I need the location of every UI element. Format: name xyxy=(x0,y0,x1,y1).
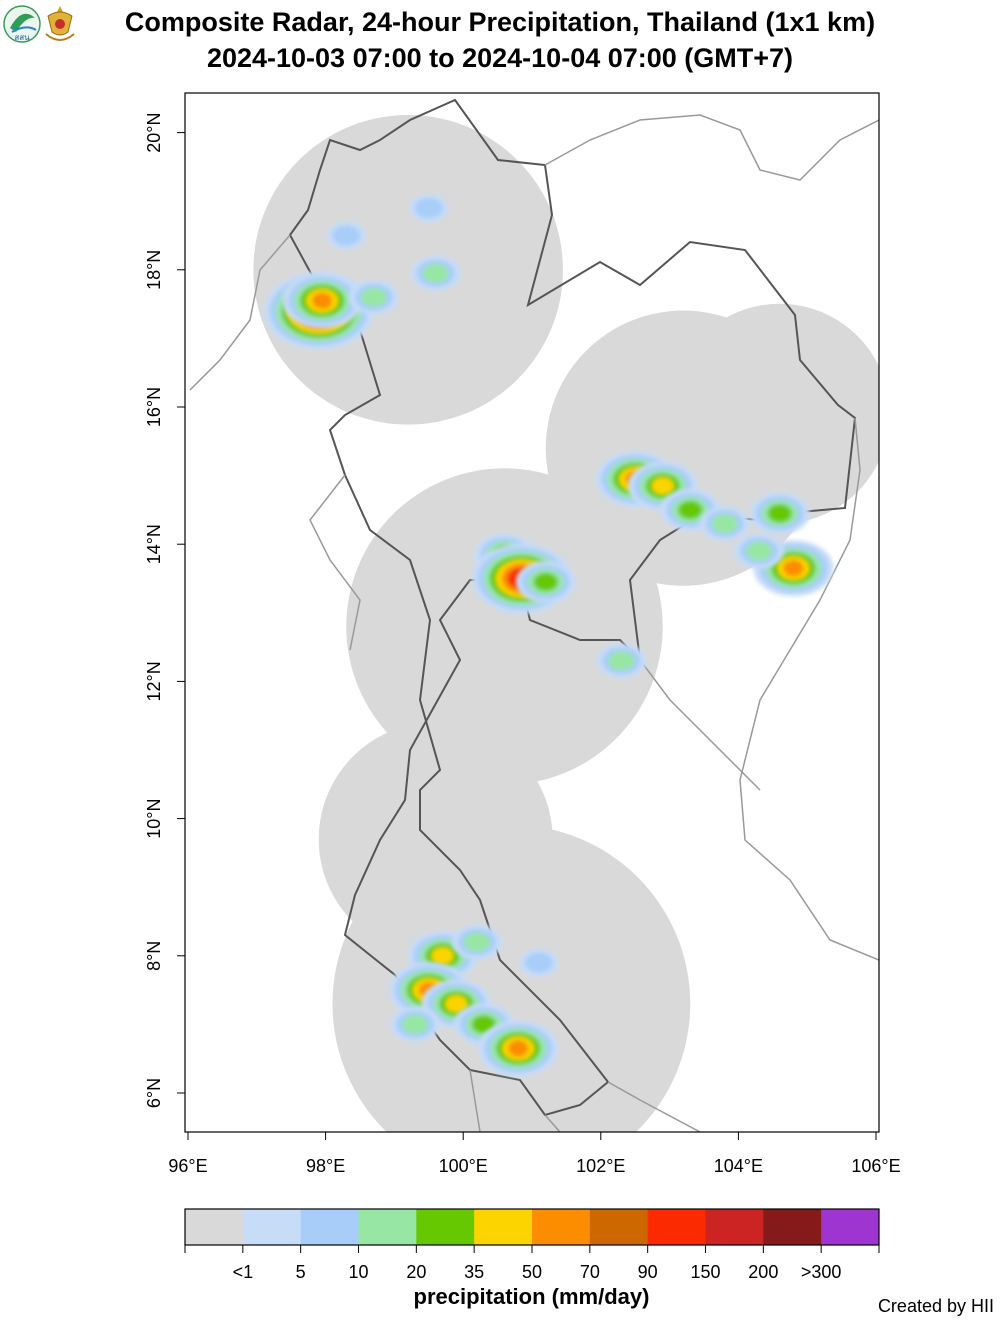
rain-patch-15 xyxy=(515,560,576,603)
y-tick-label: 14°N xyxy=(144,524,164,564)
colorbar-swatch xyxy=(763,1209,822,1245)
radar-coverage-layer xyxy=(253,114,879,1132)
chart-title: Composite Radar, 24-hour Precipitation, … xyxy=(0,4,1000,76)
colorbar-swatch xyxy=(185,1209,244,1245)
cambodia-coast xyxy=(639,659,761,791)
rain-patch-9 xyxy=(699,506,750,542)
colorbar-swatch xyxy=(589,1209,649,1245)
credit-text: Created by HII xyxy=(877,1296,994,1316)
colorbar-swatch xyxy=(647,1209,706,1245)
rain-patch-24 xyxy=(518,948,559,977)
malaysia-border xyxy=(469,1069,701,1132)
colorbar-label: 20 xyxy=(406,1262,426,1282)
colorbar-label: 50 xyxy=(522,1262,542,1282)
title-line-1: Composite Radar, 24-hour Precipitation, … xyxy=(124,7,876,37)
radar-coverage-2 xyxy=(669,303,879,524)
colorbar-swatch xyxy=(474,1209,533,1245)
rain-patch-4 xyxy=(326,221,367,250)
x-tick-label: 98°E xyxy=(306,1156,345,1176)
rain-patch-22 xyxy=(390,1006,441,1042)
rain-patch-16 xyxy=(596,643,647,679)
rain-patch-3 xyxy=(410,255,461,291)
x-tick-label: 96°E xyxy=(168,1156,207,1176)
y-tick-label: 18°N xyxy=(144,250,164,290)
colorbar-label: 90 xyxy=(638,1262,658,1282)
colorbar-label: 5 xyxy=(296,1262,306,1282)
plot-frame xyxy=(184,92,880,1133)
rain-patch-10 xyxy=(749,492,810,535)
x-tick-label: 100°E xyxy=(439,1156,488,1176)
x-tick-label: 104°E xyxy=(714,1156,763,1176)
x-tick-label: 102°E xyxy=(576,1156,625,1176)
x-tick-label: 106°E xyxy=(851,1156,900,1176)
rain-patch-1 xyxy=(282,272,363,329)
colorbar-label: 70 xyxy=(580,1262,600,1282)
colorbar: <1 5 10 20 35 50 70 90 150 200 >300 xyxy=(184,1208,880,1282)
y-axis: 6°N 8°N 10°N 12°N 14°N 16°N 18°N 20°N xyxy=(144,112,185,1108)
y-tick-label: 10°N xyxy=(144,798,164,838)
colorbar-label: 35 xyxy=(464,1262,484,1282)
neighbor-border-east xyxy=(739,417,879,961)
svg-text:สสน: สสน xyxy=(14,33,30,42)
colorbar-swatch xyxy=(416,1209,475,1245)
colorbar-swatch xyxy=(532,1209,591,1245)
rain-patch-5 xyxy=(408,194,449,223)
precipitation-layer xyxy=(263,194,834,1077)
colorbar-label: >300 xyxy=(801,1262,842,1282)
y-tick-label: 16°N xyxy=(144,387,164,427)
colorbar-label: 200 xyxy=(748,1262,778,1282)
colorbar-swatch xyxy=(705,1209,764,1245)
y-tick-label: 12°N xyxy=(144,661,164,701)
hii-logo: สสน xyxy=(3,5,41,43)
rain-patch-21 xyxy=(478,1020,559,1077)
y-tick-label: 20°N xyxy=(144,112,164,152)
colorbar-swatch xyxy=(821,1209,880,1245)
thailand-border xyxy=(288,98,857,1117)
y-tick-label: 6°N xyxy=(144,1078,164,1108)
rain-patch-23 xyxy=(451,924,502,960)
colorbar-label: <1 xyxy=(233,1262,254,1282)
radar-coverage-5 xyxy=(332,824,691,1132)
colorbar-swatch xyxy=(358,1209,417,1245)
y-tick-label: 8°N xyxy=(144,941,164,971)
logos: สสน xyxy=(3,5,75,43)
x-axis: 96°E 98°E 100°E 102°E 104°E 106°E xyxy=(168,1132,901,1176)
neighbor-border-north xyxy=(544,114,879,181)
colorbar-label: 10 xyxy=(348,1262,368,1282)
colorbar-swatch xyxy=(300,1209,359,1245)
radar-coverage-3 xyxy=(346,468,663,785)
neighbor-border-west xyxy=(189,234,361,651)
rain-patch-2 xyxy=(348,279,399,315)
colorbar-title: precipitation (mm/day) xyxy=(413,1284,650,1309)
royal-emblem-logo xyxy=(45,6,75,41)
colorbar-label: 150 xyxy=(690,1262,720,1282)
country-borders xyxy=(189,98,879,1132)
colorbar-swatch xyxy=(242,1209,302,1245)
title-line-2: 2024-10-03 07:00 to 2024-10-04 07:00 (GM… xyxy=(206,43,794,73)
rain-patch-12 xyxy=(734,533,785,569)
